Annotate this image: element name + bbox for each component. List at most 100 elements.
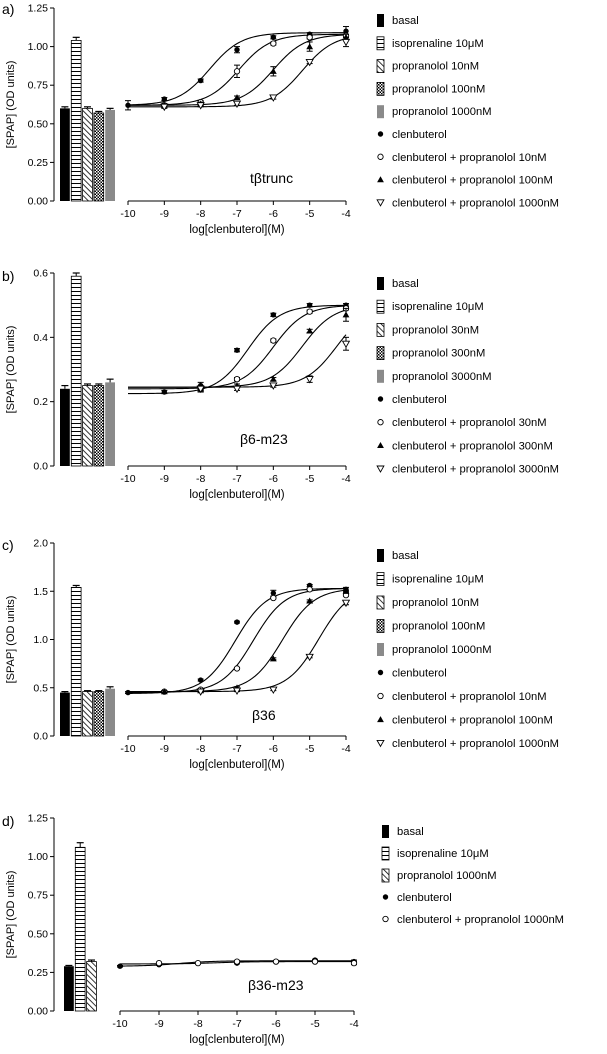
legend-swatch xyxy=(376,59,385,73)
legend-entry: basal xyxy=(397,826,424,838)
legend: basal isoprenaline 10μM propranolol 10nM pr… xyxy=(376,14,559,209)
fit-curve-clenbuterol-propranolol-1000nm xyxy=(128,601,347,693)
legend-swatch xyxy=(377,277,384,290)
legend-entry: basal xyxy=(392,15,419,27)
legend-entry: clenbuterol + propranolol 10nM xyxy=(392,152,547,164)
fit-curve-clenbuterol-propranolol-100nm xyxy=(128,589,347,693)
fit-curve-clenbuterol xyxy=(127,587,347,694)
data-point xyxy=(311,958,319,965)
data-point xyxy=(306,327,314,334)
x-tick-label: -6 xyxy=(271,1018,280,1030)
data-point xyxy=(270,337,277,344)
x-tick-label: -5 xyxy=(305,743,314,755)
y-tick-label: 0.50 xyxy=(28,118,49,130)
panel-b: b) 0.0 0.2 0.4 0.6 [SPAP] (OD units) -10 -9 -8 -7… xyxy=(2,268,559,502)
panel-label: a) xyxy=(2,1,14,17)
y-tick-label: 0.50 xyxy=(28,928,49,940)
data-point xyxy=(272,958,280,965)
data-point xyxy=(234,347,240,353)
legend-entry: clenbuterol + propranolol 100nM xyxy=(392,715,553,727)
y-axis-label: [SPAP] (OD units) xyxy=(5,596,17,684)
panel-annotation: β36 xyxy=(252,707,276,723)
data-point xyxy=(233,375,241,383)
data-point xyxy=(306,308,313,315)
bar-isoprenaline-10-m xyxy=(70,275,82,467)
data-point xyxy=(233,94,241,101)
y-tick-label: 1.00 xyxy=(28,41,49,53)
data-point xyxy=(232,385,242,394)
panel-annotation: β6-m23 xyxy=(240,431,288,447)
y-tick-label: 0.0 xyxy=(33,731,48,743)
legend-marker xyxy=(382,894,389,900)
x-tick-label: -4 xyxy=(341,208,350,220)
legend-entry: clenbuterol + propranolol 10nM xyxy=(392,691,547,703)
legend-entry: clenbuterol + propranolol 1000nM xyxy=(392,738,559,750)
panel-label: b) xyxy=(2,268,14,284)
x-axis-label: log[clenbuterol](M) xyxy=(189,759,284,771)
data-point xyxy=(269,686,278,694)
y-tick-label: 0.6 xyxy=(33,268,48,280)
data-point xyxy=(341,340,351,349)
data-point xyxy=(342,587,350,594)
data-point xyxy=(194,959,202,967)
bar-propranolol-300nm xyxy=(93,385,105,467)
x-tick-label: -6 xyxy=(269,473,278,485)
legend: basal isoprenaline 10μM propranolol 1000nM… xyxy=(381,825,564,926)
data-point xyxy=(269,382,278,390)
y-tick-label: 1.5 xyxy=(33,586,48,598)
data-point xyxy=(155,959,163,967)
legend-swatch xyxy=(381,868,390,883)
data-point xyxy=(269,67,277,74)
data-point xyxy=(125,102,131,108)
y-tick-label: 1.25 xyxy=(28,813,49,825)
y-tick-label: 0.2 xyxy=(33,396,48,408)
series-clenbuterol-propranolol-3000nm xyxy=(196,336,351,394)
panel-label: c) xyxy=(2,537,14,553)
bar-propranolol-3000nm xyxy=(105,382,115,466)
legend-swatch xyxy=(376,299,385,314)
x-tick-label: -10 xyxy=(112,1018,127,1030)
x-tick-label: -6 xyxy=(269,743,278,755)
y-tick-label: 1.00 xyxy=(28,851,49,863)
legend-swatch xyxy=(377,643,384,656)
legend-marker xyxy=(377,153,384,160)
data-point xyxy=(197,77,204,84)
legend-entry: propranolol 300nM xyxy=(392,348,485,360)
x-tick-label: -10 xyxy=(120,473,135,485)
series-clenbuterol-propranolol-10nm xyxy=(161,32,350,109)
x-axis-label: log[clenbuterol](M) xyxy=(189,1034,284,1046)
legend-entry: propranolol 1000nM xyxy=(397,870,497,882)
y-tick-label: 0.4 xyxy=(33,332,48,344)
bar-propranolol-30nm xyxy=(82,385,93,467)
legend-entry: propranolol 100nM xyxy=(392,83,485,95)
legend-entry: clenbuterol + propranolol 1000nM xyxy=(392,197,559,209)
panel-a: a) 0.00 0.25 0.50 0.75 1.00 1.25 [SPAP] (OD uni… xyxy=(2,1,559,236)
y-tick-label: 2.0 xyxy=(33,538,48,550)
data-point xyxy=(306,597,314,604)
y-tick-label: 1.0 xyxy=(33,634,48,646)
y-tick-label: 0.75 xyxy=(28,80,49,92)
x-tick-label: -9 xyxy=(160,208,169,220)
legend-entry: isoprenaline 10μM xyxy=(392,301,484,313)
x-axis-label: log[clenbuterol](M) xyxy=(189,489,284,501)
legend-marker xyxy=(377,669,384,676)
legend-entry: propranolol 10nM xyxy=(392,61,479,73)
legend-marker xyxy=(377,716,384,723)
bar-propranolol-100nm xyxy=(93,112,105,202)
series-clenbuterol-propranolol-300nm xyxy=(197,307,350,393)
x-tick-label: -9 xyxy=(154,1018,163,1030)
bar-propranolol-100nm xyxy=(93,691,105,737)
legend-entry: propranolol 3000nM xyxy=(392,371,492,383)
legend-entry: isoprenaline 10μM xyxy=(397,848,489,860)
data-point xyxy=(269,94,278,102)
legend-swatch xyxy=(377,549,384,562)
legend-marker xyxy=(377,396,384,402)
data-point xyxy=(305,58,314,67)
legend-marker xyxy=(377,419,384,426)
x-tick-label: -7 xyxy=(232,1018,241,1030)
x-tick-label: -8 xyxy=(196,743,205,755)
data-point xyxy=(269,655,277,662)
data-point xyxy=(305,376,314,384)
x-tick-label: -8 xyxy=(196,208,205,220)
panel-annotation: tβtrunc xyxy=(250,170,293,186)
